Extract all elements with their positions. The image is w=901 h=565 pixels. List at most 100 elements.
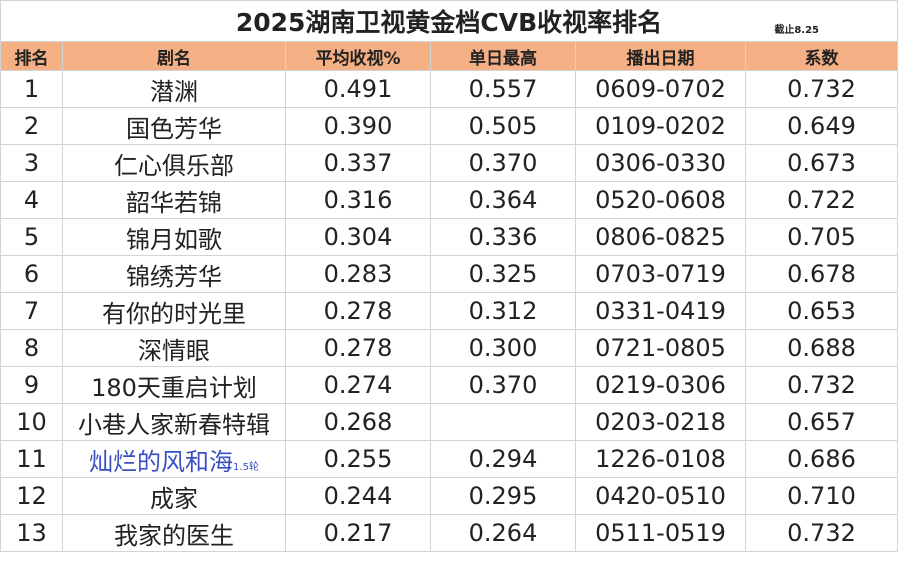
coef: 0.705 <box>787 223 856 251</box>
coef: 0.732 <box>787 371 856 399</box>
rank-cell: 11 <box>0 440 63 478</box>
rank-cell: 2 <box>0 107 63 145</box>
note: 截止8.25 <box>774 25 820 36</box>
coef: 0.657 <box>787 408 856 436</box>
rank-cell: 5 <box>0 218 63 256</box>
name: 国色芳华 <box>126 114 222 143</box>
name-cell: 国色芳华 <box>62 107 286 145</box>
avg-cell: 0.255 <box>285 440 431 478</box>
data-row: 11 灿烂的风和海1.5轮 0.255 0.294 1226-0108 0.686 <box>0 440 899 478</box>
name-cell: 180天重启计划 <box>62 366 286 404</box>
dates-cell: 0703-0719 <box>575 255 746 293</box>
title-cell: 2025湖南卫视黄金档CVB收视率排名截止8.25 <box>0 0 899 42</box>
coef: 0.653 <box>787 297 856 325</box>
title: 2025湖南卫视黄金档CVB收视率排名 <box>235 8 663 37</box>
name: 有你的时光里 <box>102 299 246 328</box>
dates: 0520-0608 <box>595 186 726 214</box>
dates-cell: 0420-0510 <box>575 477 746 515</box>
coef-cell: 0.732 <box>744 366 899 404</box>
name: 韶华若锦 <box>126 188 222 217</box>
peak: 0.295 <box>468 482 538 510</box>
peak-cell: 0.370 <box>430 366 576 404</box>
data-row: 9 180天重启计划 0.274 0.370 0219-0306 0.732 <box>0 366 899 404</box>
dates-cell: 0331-0419 <box>575 292 746 330</box>
data-row: 1 潜渊 0.491 0.557 0609-0702 0.732 <box>0 70 899 108</box>
data-row: 12 成家 0.244 0.295 0420-0510 0.710 <box>0 477 899 515</box>
dates: 0806-0825 <box>595 223 726 251</box>
avg: 0.278 <box>323 297 393 325</box>
dates-cell: 0609-0702 <box>575 70 746 108</box>
name: 我家的医生 <box>114 521 234 550</box>
dates-cell: 1226-0108 <box>575 440 746 478</box>
avg: 0.278 <box>323 334 393 362</box>
avg-cell: 0.278 <box>285 329 431 367</box>
avg: 0.316 <box>323 186 393 214</box>
avg: 0.268 <box>323 408 393 436</box>
peak-cell: 0.325 <box>430 255 576 293</box>
coef-cell: 0.710 <box>744 477 899 515</box>
data-row: 10 小巷人家新春特辑 0.268 0203-0218 0.657 <box>0 403 899 441</box>
name-note: 1.5轮 <box>233 461 259 473</box>
dates: 0511-0519 <box>595 519 726 547</box>
rank: 13 <box>16 519 47 547</box>
name: 仁心俱乐部 <box>114 151 234 180</box>
coef: 0.649 <box>787 112 856 140</box>
data-row: 3 仁心俱乐部 0.337 0.370 0306-0330 0.673 <box>0 144 899 182</box>
rank: 10 <box>16 408 47 436</box>
peak: 0.264 <box>468 519 538 547</box>
name-cell: 锦月如歌 <box>62 218 286 256</box>
data-row: 2 国色芳华 0.390 0.505 0109-0202 0.649 <box>0 107 899 145</box>
dates: 0721-0805 <box>595 334 726 362</box>
dates-cell: 0109-0202 <box>575 107 746 145</box>
rank: 5 <box>23 223 40 251</box>
avg-cell: 0.217 <box>285 514 431 552</box>
peak: 0.312 <box>468 297 538 325</box>
data-row: 6 锦绣芳华 0.283 0.325 0703-0719 0.678 <box>0 255 899 293</box>
avg: 0.217 <box>323 519 393 547</box>
data-row: 8 深情眼 0.278 0.300 0721-0805 0.688 <box>0 329 899 367</box>
rank: 11 <box>16 445 47 473</box>
header-cell: 系数 <box>744 41 899 71</box>
peak: 0.505 <box>468 112 538 140</box>
name: 锦绣芳华 <box>126 262 222 291</box>
avg: 0.390 <box>323 112 393 140</box>
coef: 0.732 <box>787 519 856 547</box>
peak: 0.300 <box>468 334 538 362</box>
rank-cell: 6 <box>0 255 63 293</box>
rank-cell: 7 <box>0 292 63 330</box>
coef-cell: 0.732 <box>744 70 899 108</box>
rank-cell: 1 <box>0 70 63 108</box>
dates-cell: 0219-0306 <box>575 366 746 404</box>
coef-cell: 0.673 <box>744 144 899 182</box>
name: 小巷人家新春特辑 <box>78 410 270 439</box>
avg-cell: 0.244 <box>285 477 431 515</box>
name-cell: 仁心俱乐部 <box>62 144 286 182</box>
rank-cell: 3 <box>0 144 63 182</box>
coef-cell: 0.688 <box>744 329 899 367</box>
dates-cell: 0511-0519 <box>575 514 746 552</box>
peak-cell: 0.364 <box>430 181 576 219</box>
rank: 12 <box>16 482 47 510</box>
avg-cell: 0.491 <box>285 70 431 108</box>
name: 锦月如歌 <box>126 225 222 254</box>
dates: 0203-0218 <box>595 408 726 436</box>
coef: 0.686 <box>787 445 856 473</box>
avg-cell: 0.316 <box>285 181 431 219</box>
peak: 0.557 <box>468 75 538 103</box>
avg-cell: 0.278 <box>285 292 431 330</box>
coef: 0.678 <box>787 260 856 288</box>
rank: 1 <box>23 75 40 103</box>
header-cell: 单日最高 <box>430 41 576 71</box>
coef: 0.732 <box>787 75 856 103</box>
coef-cell: 0.732 <box>744 514 899 552</box>
dates-cell: 0806-0825 <box>575 218 746 256</box>
coef-cell: 0.705 <box>744 218 899 256</box>
data-row: 4 韶华若锦 0.316 0.364 0520-0608 0.722 <box>0 181 899 219</box>
coef-cell: 0.722 <box>744 181 899 219</box>
name: 灿烂的风和海 <box>89 447 234 476</box>
avg: 0.274 <box>323 371 393 399</box>
coef: 0.710 <box>787 482 856 510</box>
peak-cell: 0.300 <box>430 329 576 367</box>
header-cell: 播出日期 <box>575 41 746 71</box>
